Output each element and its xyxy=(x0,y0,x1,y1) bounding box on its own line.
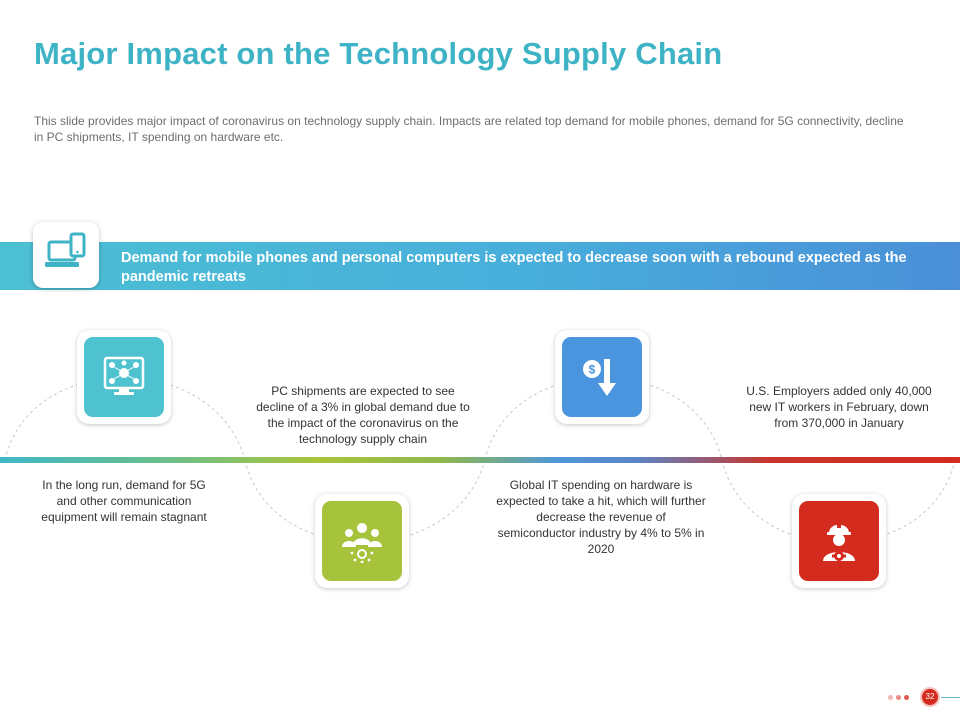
slide-description: This slide provides major impact of coro… xyxy=(34,114,904,144)
svg-text:$: $ xyxy=(589,363,596,377)
pager-dot xyxy=(904,695,909,700)
item-text-3: Global IT spending on hardware is expect… xyxy=(496,478,706,556)
item-text-4: U.S. Employers added only 40,000 new IT … xyxy=(746,384,932,430)
pager-line xyxy=(941,697,960,698)
laptop-phone-icon xyxy=(45,232,86,267)
timeline-arcs xyxy=(4,377,956,543)
page-number-badge: 32 xyxy=(922,689,938,705)
money-network-icon xyxy=(103,356,145,395)
page-title: Major Impact on the Technology Supply Ch… xyxy=(34,36,723,71)
item-card-4 xyxy=(792,494,886,588)
dollar-down-arrow-icon: $ xyxy=(583,359,616,396)
engineer-gear-icon xyxy=(823,522,855,563)
item-text-2: PC shipments are expected to see decline… xyxy=(256,384,470,446)
item-card-2 xyxy=(315,494,409,588)
item-text-1: In the long run, demand for 5G and other… xyxy=(41,478,207,524)
pager-dot xyxy=(896,695,901,700)
team-network-icon xyxy=(342,523,382,563)
page-indicator: 32 xyxy=(886,689,960,707)
item-card-3: $ xyxy=(555,330,649,424)
banner-text: Demand for mobile phones and personal co… xyxy=(121,250,907,285)
timeline-line xyxy=(0,457,960,463)
banner: Demand for mobile phones and personal co… xyxy=(0,242,960,290)
item-card-1 xyxy=(77,330,171,424)
pager-dot xyxy=(888,695,893,700)
banner-icon-card xyxy=(33,222,99,288)
